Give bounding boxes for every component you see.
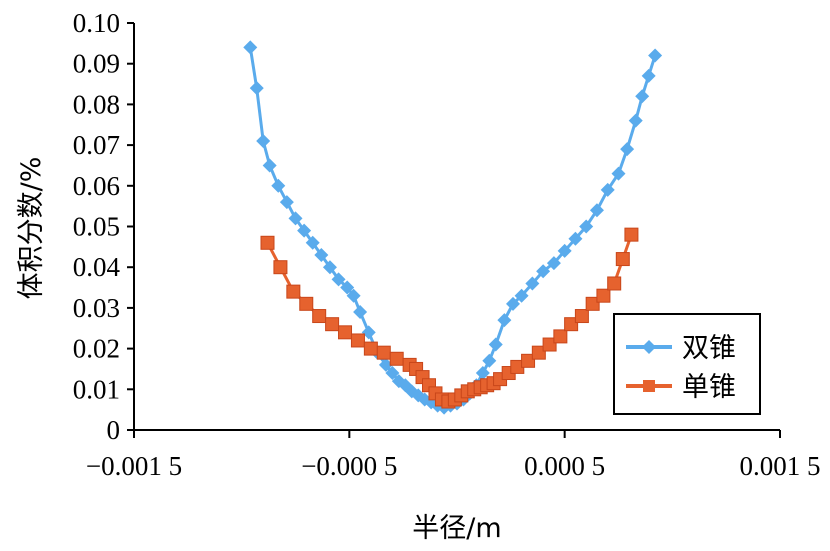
data-point [620,142,635,157]
data-point [557,243,572,258]
data-point [482,353,497,368]
legend-marker-series-1 [642,340,656,354]
data-point [376,345,391,360]
data-point [542,337,557,352]
legend-box [613,313,761,415]
x-axis-title: 半径/m [412,513,501,544]
data-point [279,195,294,210]
data-point [514,288,529,303]
legend-marker-series-2 [643,380,655,392]
data-point [256,134,271,149]
data-point [385,366,400,381]
data-point [325,317,340,332]
y-tick-label: 0.06 [73,171,120,201]
data-point [531,345,546,360]
data-point [635,89,650,104]
data-point [536,264,551,279]
data-point [346,288,361,303]
legend: 双锥 单锥 [613,313,761,415]
data-point [521,353,536,368]
data-point [312,309,327,324]
data-point [299,296,314,311]
data-point [340,280,355,295]
data-point [314,247,329,262]
data-point [475,366,490,381]
data-point [553,329,568,344]
legend-label-series-1: 双锥 [682,333,736,364]
data-point [611,166,626,181]
legend-label-series-2: 单锥 [682,372,736,403]
series-line [248,47,657,410]
data-point [568,231,583,246]
y-tick-label: 0.04 [73,252,121,282]
series-layer [243,40,663,415]
data-point [260,235,275,250]
data-point [353,304,368,319]
series-2 [260,227,639,409]
data-point [607,276,622,291]
data-point [288,211,303,226]
data-point [641,68,656,83]
data-point [361,325,376,340]
data-point [624,227,639,242]
data-point [497,313,512,328]
y-axis-title: 体积分数/% [16,157,47,300]
y-tick-label: 0.01 [73,374,120,404]
x-tick-label: −0.000 5 [301,451,397,481]
y-tick-label: 0.07 [73,130,120,160]
data-point [286,284,301,299]
data-point [628,113,643,128]
data-point [589,203,604,218]
data-point [564,317,579,332]
y-tick-label: 0.03 [73,293,120,323]
data-point [322,260,337,275]
y-tick-label: 0.08 [73,89,120,119]
data-point [525,276,540,291]
data-point [249,81,264,96]
data-point [488,337,503,352]
y-tick-label: 0.02 [73,334,120,364]
axes: 0 0.01 0.02 0.03 0.04 0.05 0.06 0.07 0.08 0.09 0.1… [73,8,821,481]
data-point [271,178,286,193]
data-point [615,252,630,267]
data-point [363,341,378,356]
x-tick-label: 0.000 5 [524,451,605,481]
data-point [574,309,589,324]
series-1 [243,40,663,415]
data-point [546,256,561,271]
y-tick-label: 0.05 [73,212,120,242]
y-tick-label: 0 [107,415,121,445]
data-point [389,351,404,366]
data-point [243,40,258,55]
x-tick-label: −0.001 5 [86,451,182,481]
data-point [305,235,320,250]
data-point [273,260,288,275]
y-tick-label: 0.10 [73,8,120,38]
x-tick-label: 0.001 5 [740,451,821,481]
data-point [505,296,520,311]
data-point [262,158,277,173]
data-point [585,296,600,311]
y-tick-label: 0.09 [73,49,120,79]
data-point [596,288,611,303]
data-point [297,223,312,238]
data-point [350,333,365,348]
data-point [331,272,346,287]
data-point [600,182,615,197]
data-point [648,48,663,63]
data-point [579,219,594,234]
data-point [338,325,353,340]
data-point [378,357,393,372]
